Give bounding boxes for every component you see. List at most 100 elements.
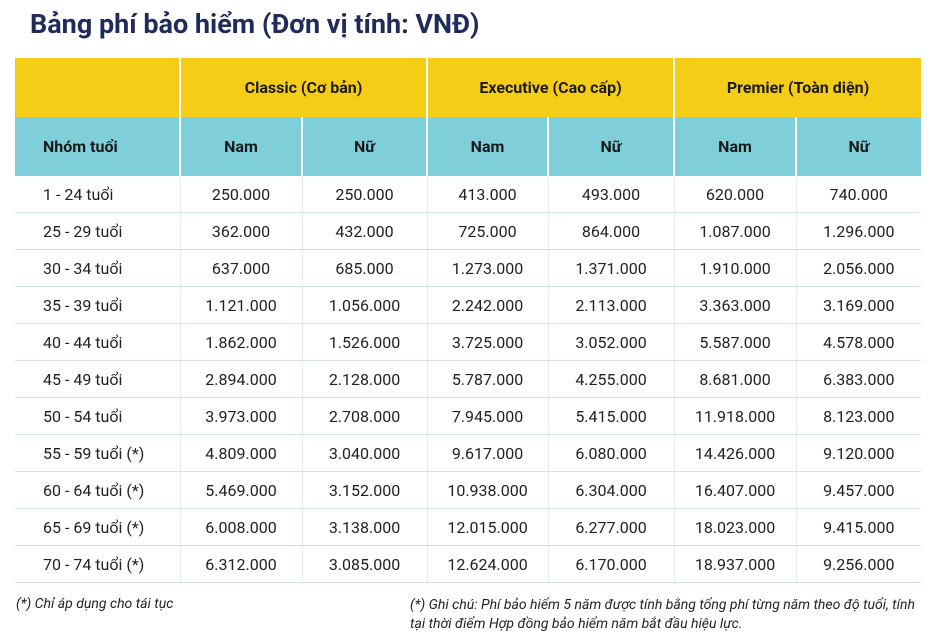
premium-cell: 3.725.000 <box>426 323 549 361</box>
data-row: 45 - 49 tuổi 2.894.000 2.128.000 5.787.000 4… <box>15 360 922 398</box>
age-group: 65 - 69 tuổi (*) <box>15 508 180 546</box>
sub-header: Nữ <box>795 117 922 176</box>
premium-cell: 6.383.000 <box>795 360 922 398</box>
premium-cell: 11.918.000 <box>673 397 797 435</box>
sub-header: Nữ <box>300 117 428 176</box>
premium-cell: 5.415.000 <box>547 397 675 435</box>
data-row: 25 - 29 tuổi 362.000 432.000 725.000 864.000… <box>15 212 922 250</box>
title: Bảng phí bảo hiểm (Đơn vị tính: VNĐ) <box>30 8 480 40</box>
premium-cell: 250.000 <box>301 176 428 213</box>
age-group: 1 - 24 tuổi <box>15 176 180 213</box>
header-cell <box>15 58 180 117</box>
premium-cell: 6.277.000 <box>547 508 675 546</box>
premium-cell: 18.023.000 <box>673 508 797 546</box>
group-header: Classic (Cơ bản) <box>178 58 428 117</box>
age-group: 55 - 59 tuổi (*) <box>15 434 180 472</box>
premium-cell: 12.015.000 <box>426 508 549 546</box>
group-header: Premier (Toàn diện) <box>673 58 922 117</box>
premium-cell: 5.787.000 <box>426 360 549 398</box>
premium-cell: 432.000 <box>301 212 428 250</box>
sub-header-row: Nhóm tuổi Nam Nữ Nam Nữ Nam Nữ <box>15 117 922 176</box>
data-row: 1 - 24 tuổi 250.000 250.000 413.000 493.000 6… <box>15 176 922 213</box>
age-group: 25 - 29 tuổi <box>15 212 180 250</box>
premium-cell: 1.526.000 <box>301 323 428 361</box>
age-group: 30 - 34 tuổi <box>15 249 180 287</box>
premium-cell: 1.371.000 <box>547 249 675 287</box>
table-body: Classic (Cơ bản) Executive (Cao cấp) Premi… <box>15 58 922 583</box>
premium-cell: 493.000 <box>547 176 675 213</box>
premium-cell: 3.152.000 <box>301 471 428 509</box>
premium-cell: 1.087.000 <box>673 212 797 250</box>
footnote: (*) Chỉ áp dụng cho tái tục <box>16 596 174 612</box>
sub-header: Nam <box>673 117 797 176</box>
premium-cell: 637.000 <box>179 249 302 287</box>
premium-cell: 9.256.000 <box>795 545 922 583</box>
premium-cell: 1.910.000 <box>673 249 797 287</box>
premium-cell: 3.052.000 <box>547 323 675 361</box>
premium-cell: 3.363.000 <box>673 286 797 324</box>
data-row: 65 - 69 tuổi (*) 6.008.000 3.138.000 12.015… <box>15 508 922 546</box>
premium-cell: 1.056.000 <box>301 286 428 324</box>
premium-table: Classic (Cơ bản) Executive (Cao cấp) Premi… <box>15 58 922 583</box>
premium-cell: 2.056.000 <box>795 249 922 287</box>
premium-cell: 1.296.000 <box>795 212 922 250</box>
premium-cell: 3.973.000 <box>179 397 302 435</box>
premium-cell: 725.000 <box>426 212 549 250</box>
premium-cell: 4.809.000 <box>179 434 302 472</box>
premium-cell: 6.312.000 <box>179 545 302 583</box>
premium-cell: 9.415.000 <box>795 508 922 546</box>
premium-cell: 14.426.000 <box>673 434 797 472</box>
premium-cell: 3.169.000 <box>795 286 922 324</box>
premium-cell: 6.008.000 <box>179 508 302 546</box>
premium-cell: 5.587.000 <box>673 323 797 361</box>
premium-cell: 18.937.000 <box>673 545 797 583</box>
premium-cell: 362.000 <box>179 212 302 250</box>
premium-cell: 9.120.000 <box>795 434 922 472</box>
sub-header: Nữ <box>547 117 675 176</box>
data-row: 60 - 64 tuổi (*) 5.469.000 3.152.000 10.938… <box>15 471 922 509</box>
premium-cell: 7.945.000 <box>426 397 549 435</box>
data-row: 40 - 44 tuổi 1.862.000 1.526.000 3.725.000 3… <box>15 323 922 361</box>
premium-cell: 9.617.000 <box>426 434 549 472</box>
data-row: 50 - 54 tuổi 3.973.000 2.708.000 7.945.000 5… <box>15 397 922 435</box>
premium-cell: 1.121.000 <box>179 286 302 324</box>
premium-cell: 685.000 <box>301 249 428 287</box>
premium-cell: 1.273.000 <box>426 249 549 287</box>
premium-cell: 4.578.000 <box>795 323 922 361</box>
age-group: 40 - 44 tuổi <box>15 323 180 361</box>
premium-cell: 2.242.000 <box>426 286 549 324</box>
premium-cell: 250.000 <box>179 176 302 213</box>
premium-cell: 2.894.000 <box>179 360 302 398</box>
premium-cell: 3.138.000 <box>301 508 428 546</box>
age-group: 60 - 64 tuổi (*) <box>15 471 180 509</box>
sub-header: Nam <box>426 117 549 176</box>
sub-header: Nhóm tuổi <box>15 117 180 176</box>
premium-cell: 2.128.000 <box>301 360 428 398</box>
age-group: 45 - 49 tuổi <box>15 360 180 398</box>
premium-cell: 3.040.000 <box>301 434 428 472</box>
premium-cell: 864.000 <box>547 212 675 250</box>
premium-cell: 8.123.000 <box>795 397 922 435</box>
group-header-row: Classic (Cơ bản) Executive (Cao cấp) Premi… <box>15 58 922 117</box>
premium-cell: 6.080.000 <box>547 434 675 472</box>
premium-cell: 8.681.000 <box>673 360 797 398</box>
premium-cell: 10.938.000 <box>426 471 549 509</box>
premium-cell: 2.113.000 <box>547 286 675 324</box>
footnote: (*) Ghi chú: Phí bảo hiểm 5 năm được tín… <box>410 597 915 632</box>
premium-cell: 12.624.000 <box>426 545 549 583</box>
sub-header: Nam <box>179 117 302 176</box>
data-row: 35 - 39 tuổi 1.121.000 1.056.000 2.242.000 2… <box>15 286 922 324</box>
premium-cell: 9.457.000 <box>795 471 922 509</box>
age-group: 35 - 39 tuổi <box>15 286 180 324</box>
age-group: 70 - 74 tuổi (*) <box>15 545 180 583</box>
premium-cell: 4.255.000 <box>547 360 675 398</box>
premium-cell: 16.407.000 <box>673 471 797 509</box>
premium-cell: 1.862.000 <box>179 323 302 361</box>
premium-cell: 620.000 <box>673 176 797 213</box>
premium-cell: 5.469.000 <box>179 471 302 509</box>
data-row: 70 - 74 tuổi (*) 6.312.000 3.085.000 12.624… <box>15 545 922 583</box>
premium-cell: 3.085.000 <box>301 545 428 583</box>
group-header: Executive (Cao cấp) <box>426 58 675 117</box>
data-row: 55 - 59 tuổi (*) 4.809.000 3.040.000 9.617.… <box>15 434 922 472</box>
